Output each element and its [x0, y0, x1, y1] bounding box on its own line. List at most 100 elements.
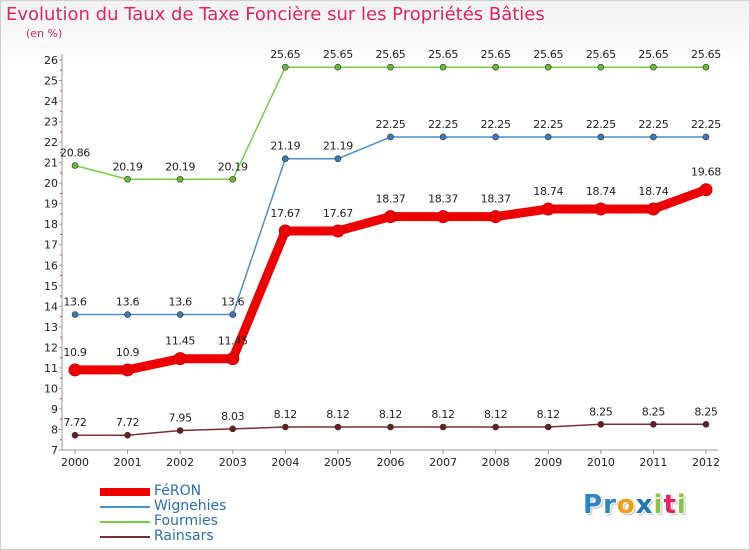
data-point	[650, 63, 657, 71]
y-tick-label: 10	[44, 382, 58, 395]
data-label: 8.12	[431, 408, 454, 421]
data-label: 25.65	[691, 48, 721, 61]
logo-letter: r	[603, 490, 617, 520]
legend-item: Fourmies	[100, 514, 226, 529]
data-point	[71, 431, 79, 439]
data-point	[702, 421, 710, 428]
y-tick-label: 25	[44, 75, 58, 88]
data-point	[439, 63, 447, 71]
data-point	[544, 133, 552, 141]
data-label: 21.19	[323, 140, 353, 153]
y-tick-label: 13	[44, 321, 58, 334]
data-label: 10.9	[63, 346, 87, 359]
data-point	[597, 133, 605, 141]
legend-label: Fourmies	[154, 513, 218, 529]
data-label: 22.25	[586, 118, 616, 131]
data-point	[699, 183, 713, 197]
data-point	[436, 210, 450, 224]
x-tick-label: 2010	[587, 456, 615, 469]
legend-item: Wignehies	[100, 499, 226, 514]
x-tick-label: 2003	[219, 456, 247, 469]
data-label: 25.65	[270, 48, 300, 61]
data-point	[387, 63, 394, 71]
data-point	[597, 421, 605, 428]
data-point	[544, 63, 552, 71]
data-label: 11.45	[165, 335, 195, 348]
data-label: 20.19	[113, 160, 143, 173]
chart-title: Evolution du Taux de Taxe Foncière sur l…	[6, 4, 545, 25]
data-point	[173, 352, 187, 366]
data-label: 20.86	[60, 147, 90, 160]
legend-swatch	[100, 505, 150, 508]
data-label: 8.12	[274, 408, 297, 421]
data-label: 25.65	[481, 48, 511, 61]
y-tick-label: 9	[51, 403, 58, 416]
y-axis-unit: (en %)	[26, 27, 63, 40]
logo-letter: t	[663, 490, 677, 520]
data-point	[331, 224, 345, 238]
data-point	[597, 63, 605, 71]
data-label: 25.65	[533, 48, 563, 61]
legend-swatch	[100, 535, 150, 538]
y-tick-label: 7	[51, 444, 58, 457]
data-point	[124, 431, 131, 439]
x-tick-label: 2001	[114, 456, 142, 469]
logo-letter: i	[653, 490, 664, 520]
data-point	[492, 133, 499, 141]
x-tick-label: 2008	[482, 456, 510, 469]
data-label: 22.25	[428, 118, 458, 131]
logo-letter: P	[583, 490, 604, 520]
data-point	[384, 210, 397, 224]
data-label: 8.12	[379, 408, 402, 421]
data-label: 25.65	[376, 48, 406, 61]
data-label: 22.25	[533, 118, 563, 131]
data-point	[544, 423, 552, 431]
data-point	[124, 311, 131, 318]
data-label: 20.19	[165, 160, 195, 173]
data-point	[439, 423, 447, 431]
data-label: 18.74	[533, 185, 563, 198]
data-label: 8.25	[589, 405, 613, 418]
data-label: 18.74	[586, 185, 616, 198]
data-label: 22.25	[376, 118, 406, 131]
y-tick-label: 26	[44, 54, 58, 67]
data-label: 13.6	[169, 296, 193, 309]
data-point	[229, 175, 237, 183]
data-label: 8.12	[537, 408, 560, 421]
data-point	[282, 63, 289, 71]
data-label: 11.45	[218, 335, 248, 348]
y-tick-label: 22	[44, 136, 58, 149]
y-tick-label: 12	[44, 341, 58, 354]
data-label: 20.19	[218, 160, 248, 173]
data-label: 17.67	[323, 207, 353, 220]
y-tick-label: 8	[51, 423, 58, 436]
legend-item: Rainsars	[100, 529, 226, 544]
data-point	[650, 133, 657, 141]
y-tick-label: 11	[44, 362, 58, 375]
data-label: 18.74	[638, 185, 668, 198]
data-label: 25.65	[428, 48, 458, 61]
y-tick-label: 21	[44, 157, 58, 170]
data-label: 8.12	[326, 408, 349, 421]
y-tick-label: 20	[44, 177, 58, 190]
data-label: 25.65	[638, 48, 668, 61]
data-point	[646, 202, 660, 216]
data-point	[226, 352, 240, 366]
y-tick-label: 18	[44, 218, 58, 231]
data-label: 7.95	[169, 412, 193, 425]
y-tick-label: 14	[44, 300, 58, 313]
data-point	[334, 63, 342, 71]
data-label: 7.72	[63, 416, 86, 429]
x-tick-label: 2005	[324, 456, 352, 469]
data-point	[492, 63, 499, 71]
y-tick-label: 23	[44, 116, 58, 129]
data-label: 8.03	[221, 410, 245, 423]
data-point	[387, 423, 394, 431]
data-point	[229, 311, 237, 318]
data-point	[492, 423, 499, 431]
x-tick-label: 2012	[692, 456, 720, 469]
data-label: 18.37	[376, 193, 406, 206]
x-tick-label: 2004	[271, 456, 299, 469]
data-label: 21.19	[270, 140, 300, 153]
